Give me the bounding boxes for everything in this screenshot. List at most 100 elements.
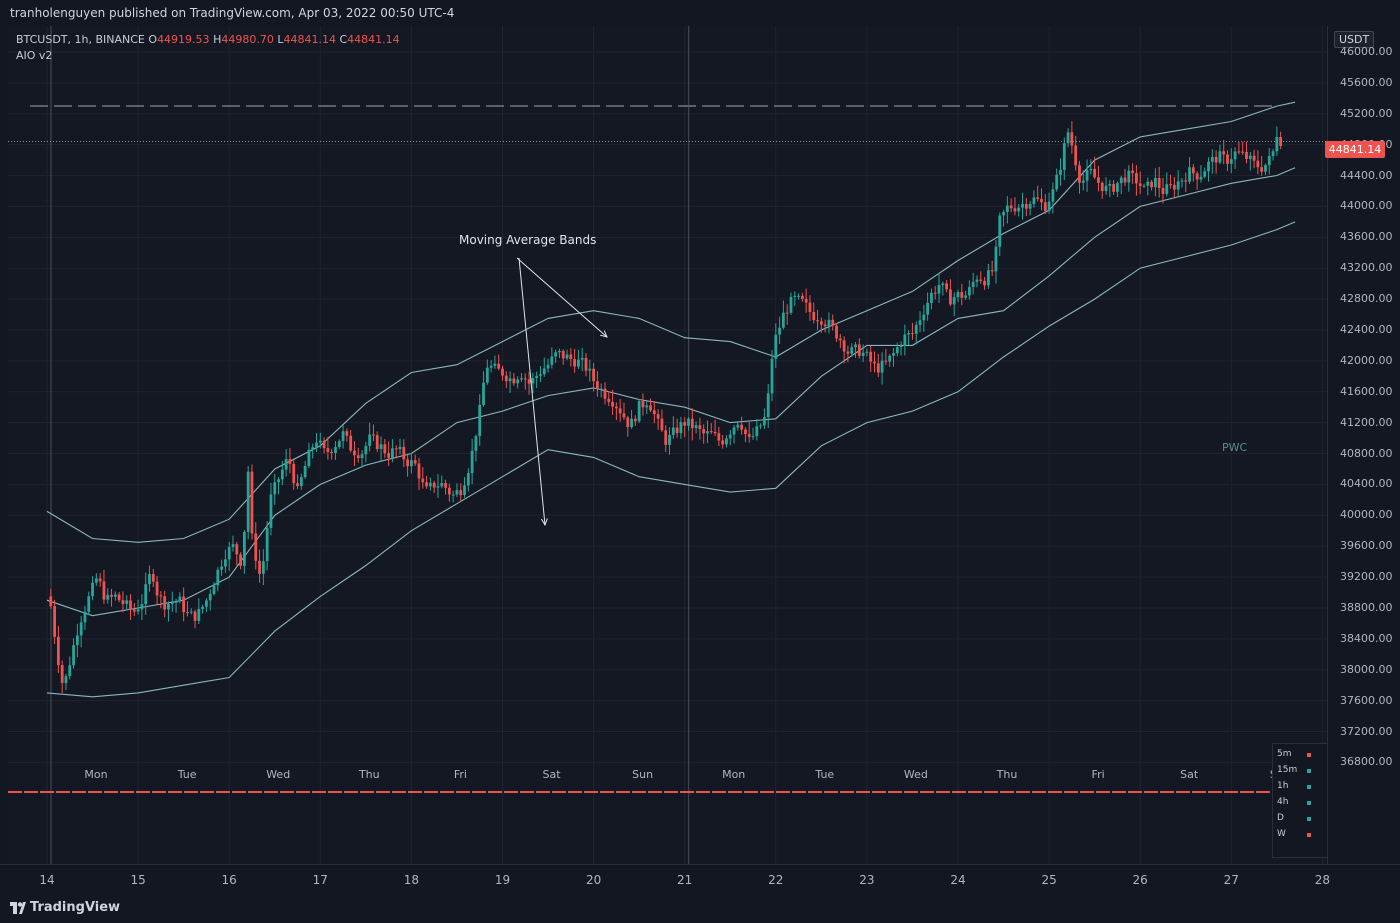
candle-body <box>1146 181 1150 186</box>
candle-body <box>311 447 315 450</box>
candle-body <box>804 298 808 303</box>
candle-body <box>375 435 379 449</box>
pwc-label: PWC <box>1222 441 1248 454</box>
candle-body <box>68 665 72 677</box>
candle-body <box>265 527 269 562</box>
candle-body <box>941 283 945 285</box>
candle-body <box>747 434 751 437</box>
candle-body <box>584 358 588 371</box>
candle-body <box>242 531 246 566</box>
candle-body <box>497 363 501 369</box>
candle-body <box>136 609 140 612</box>
candle-body <box>148 574 151 585</box>
candle-body <box>816 320 819 322</box>
candle-body <box>1036 197 1040 199</box>
candle-body <box>288 459 292 464</box>
price-tick: 41200.00 <box>1340 415 1393 429</box>
candle-body <box>470 450 474 474</box>
candle-body <box>1271 151 1275 157</box>
unit-badge[interactable]: USDT <box>1334 31 1375 48</box>
low-value: 44841.14 <box>283 33 336 46</box>
candle-body <box>1226 154 1229 164</box>
current-price-tag: 44841.14 <box>1325 141 1385 158</box>
indicator-name[interactable]: AIO v2 <box>16 49 53 62</box>
candle-body <box>94 578 98 583</box>
candle-body <box>1032 197 1036 205</box>
candle-body <box>964 295 967 298</box>
timeframe-label: 1h <box>1277 781 1289 791</box>
timeframe-status-dot <box>1307 817 1311 821</box>
candle-body <box>599 388 603 390</box>
candle-body <box>1112 183 1116 192</box>
low-label: L <box>277 33 284 46</box>
candle-body <box>876 363 880 373</box>
candle-body <box>1207 161 1210 172</box>
candle-body <box>660 418 664 431</box>
candle-body <box>763 417 766 426</box>
chart-plot-area[interactable] <box>8 26 1327 864</box>
price-axis[interactable] <box>1327 26 1400 864</box>
candle-body <box>117 594 121 601</box>
candle-body <box>1127 170 1131 183</box>
candle-body <box>250 471 254 534</box>
symbol-info[interactable]: BTCUSDT, 1h, BINANCE <box>16 33 145 46</box>
candle-body <box>79 622 83 636</box>
candle-body <box>318 440 322 443</box>
day-label: Sun <box>632 768 654 781</box>
price-tick: 36800.00 <box>1340 755 1393 769</box>
candle-body <box>345 431 349 436</box>
time-axis[interactable] <box>0 864 1400 895</box>
candle-body <box>797 295 800 297</box>
candle-body <box>91 582 94 597</box>
candle-body <box>224 559 227 567</box>
candle-body <box>466 473 470 486</box>
publisher-line: tranholenguyen published on TradingView.… <box>10 6 455 20</box>
candle-body <box>231 544 235 548</box>
candle-body <box>208 593 212 601</box>
price-tick: 46000.00 <box>1340 45 1393 58</box>
candle-body <box>1267 156 1271 166</box>
candle-body <box>789 296 793 313</box>
candle-body <box>1116 183 1119 192</box>
candle-body <box>778 327 781 335</box>
candle-body <box>508 378 512 382</box>
price-tick: 42400.00 <box>1340 322 1393 336</box>
candle-body <box>873 361 876 364</box>
candle-body <box>857 344 861 356</box>
candle-body <box>125 600 129 604</box>
candle-body <box>1047 201 1051 211</box>
candle-body <box>83 611 87 623</box>
candle-body <box>1043 202 1047 211</box>
candle-body <box>690 418 694 429</box>
candle-body <box>485 367 489 383</box>
candle-body <box>201 606 205 610</box>
date-tick: 24 <box>950 873 966 887</box>
candle-body <box>641 401 645 408</box>
candle-body <box>979 279 983 281</box>
candle-body <box>580 358 584 360</box>
day-label: Thu <box>358 768 380 781</box>
candle-body <box>1203 171 1207 177</box>
candle-body <box>694 425 698 429</box>
date-tick: 28 <box>1314 873 1331 887</box>
candle-body <box>827 319 831 327</box>
date-tick: 27 <box>1223 873 1239 887</box>
candle-body <box>421 478 425 483</box>
candle-body <box>728 434 732 439</box>
candle-body <box>884 360 888 362</box>
candle-body <box>182 596 186 613</box>
date-tick: 15 <box>130 873 146 887</box>
timeframe-row: D <box>1277 811 1325 827</box>
price-tick: 45600.00 <box>1340 75 1393 89</box>
candle-body <box>151 574 155 582</box>
candle-body <box>702 429 706 434</box>
candle-body <box>512 378 516 384</box>
candle-body <box>781 312 785 328</box>
bands-annotation: Moving Average Bands <box>459 233 597 247</box>
day-label: Tue <box>177 768 197 781</box>
candle-body <box>410 460 413 467</box>
candle-body <box>1214 156 1218 163</box>
candle-body <box>280 469 284 480</box>
candle-body <box>189 611 193 613</box>
candle-body <box>922 314 926 321</box>
